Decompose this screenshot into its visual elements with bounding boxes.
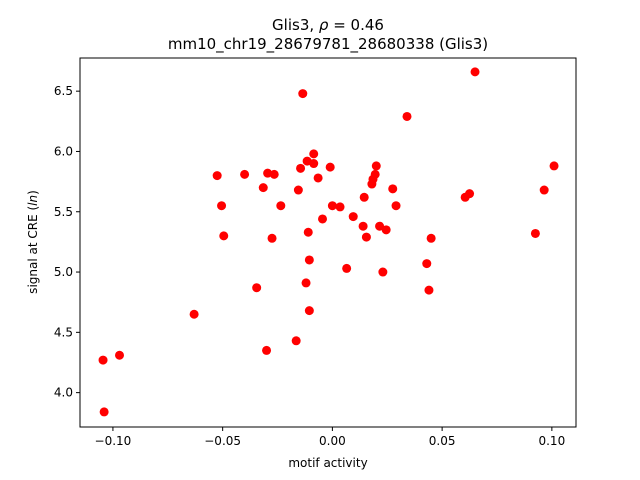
data-point-6: [219, 231, 229, 241]
plot-area-frame: [79, 57, 577, 428]
data-point-10: [262, 345, 272, 355]
data-point-1: [99, 407, 109, 417]
data-point-5: [217, 201, 227, 211]
data-point-4: [212, 171, 222, 181]
data-point-16: [293, 185, 303, 195]
x-axis-label: motif activity: [288, 456, 367, 470]
data-point-54: [549, 161, 559, 171]
y-axis-ticks: 4.0 4.5 5.0 5.5 6.0 6.5: [54, 84, 80, 400]
data-point-53: [539, 185, 549, 195]
chart-title-line1: Glis3, ρ = 0.46: [272, 16, 384, 34]
data-point-48: [426, 233, 436, 243]
y-axis-label: signal at CRE (ln): [26, 190, 40, 294]
chart-title-line2: mm10_chr19_28679781_28680338 (Glis3): [168, 35, 488, 54]
data-point-14: [276, 201, 286, 211]
data-point-21: [303, 227, 313, 237]
data-point-9: [258, 183, 268, 193]
data-point-23: [304, 306, 314, 316]
data-point-46: [422, 259, 432, 269]
y-tick-label: 5.5: [54, 205, 73, 219]
data-point-39: [371, 161, 381, 171]
data-point-40: [375, 221, 385, 231]
points-layer: [98, 67, 559, 417]
data-point-22: [304, 255, 314, 265]
data-point-41: [378, 267, 388, 277]
y-tick-label: 6.5: [54, 84, 73, 98]
x-tick-label: −0.05: [204, 434, 241, 448]
data-point-3: [189, 309, 199, 319]
data-point-2: [115, 350, 124, 360]
data-point-7: [240, 169, 250, 179]
data-point-47: [424, 285, 434, 295]
data-point-43: [388, 184, 398, 194]
data-point-18: [298, 89, 308, 99]
x-tick-label: 0.05: [429, 434, 456, 448]
data-point-13: [269, 169, 279, 179]
data-point-44: [391, 201, 401, 211]
data-point-26: [313, 173, 323, 183]
data-point-33: [358, 221, 368, 231]
data-point-51: [470, 67, 480, 77]
data-point-30: [335, 202, 345, 212]
y-tick-label: 4.0: [54, 386, 73, 400]
data-point-27: [318, 214, 328, 224]
x-axis-ticks: −0.10 −0.05 0.00 0.05 0.10: [95, 427, 565, 448]
data-point-34: [359, 192, 369, 202]
data-point-8: [252, 283, 262, 293]
x-tick-label: −0.10: [95, 434, 132, 448]
data-point-42: [381, 225, 391, 235]
data-point-15: [291, 336, 301, 346]
data-point-0: [98, 355, 108, 365]
data-point-50: [465, 189, 475, 199]
data-point-25: [309, 159, 319, 169]
y-tick-label: 4.5: [54, 325, 73, 339]
data-point-24: [309, 149, 319, 159]
x-tick-label: 0.00: [319, 434, 346, 448]
y-tick-label: 5.0: [54, 265, 73, 279]
data-point-17: [296, 163, 306, 173]
data-point-38: [370, 169, 380, 179]
x-tick-label: 0.10: [538, 434, 565, 448]
data-point-52: [530, 228, 540, 238]
data-point-28: [325, 162, 335, 172]
data-point-32: [348, 212, 358, 222]
data-point-31: [342, 263, 352, 273]
data-point-29: [327, 201, 337, 211]
data-point-19: [301, 278, 311, 288]
y-tick-label: 6.0: [54, 144, 73, 158]
data-point-12: [267, 233, 277, 243]
data-point-35: [361, 232, 371, 242]
data-point-45: [402, 111, 412, 121]
